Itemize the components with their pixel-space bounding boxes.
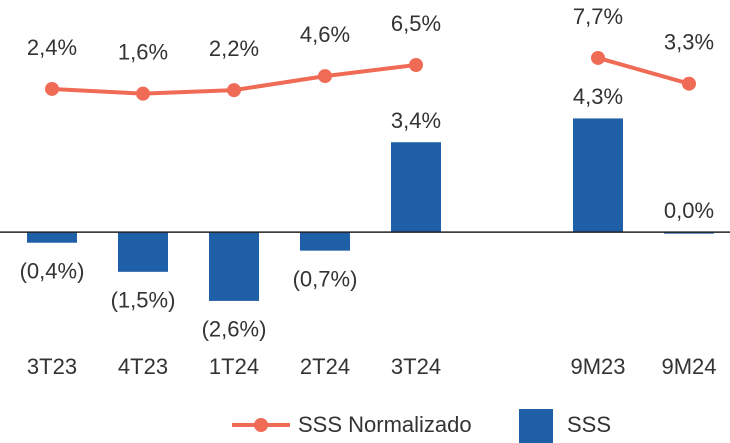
x-tick-label: 3T24 [391, 354, 441, 379]
bar-value-label: (2,6%) [202, 317, 267, 342]
line-value-label: 1,6% [118, 39, 168, 64]
bar-value-label: (0,7%) [293, 266, 358, 291]
line-point [227, 83, 241, 98]
bar [209, 232, 259, 301]
line-value-label: 2,4% [27, 35, 77, 60]
x-tick-label: 4T23 [118, 354, 168, 379]
legend-marker [254, 418, 268, 432]
line-point [45, 81, 59, 96]
legend-label: SSS [567, 412, 611, 437]
x-tick-label: 2T24 [300, 354, 350, 379]
bar-value-label: 3,4% [391, 108, 441, 133]
line-point [591, 50, 605, 65]
bar [573, 118, 623, 233]
x-tick-label: 1T24 [209, 354, 259, 379]
bar [27, 232, 77, 243]
x-tick-label: 9M23 [570, 354, 625, 379]
bar-value-label: 0,0% [664, 198, 714, 223]
bar [118, 232, 168, 272]
legend-label: SSS Normalizado [298, 412, 472, 437]
legend-marker [519, 409, 553, 443]
bar-value-label: (1,5%) [111, 288, 176, 313]
line-value-label: 4,6% [300, 22, 350, 47]
line-value-label: 7,7% [573, 4, 623, 29]
line-value-label: 6,5% [391, 11, 441, 36]
bar [300, 232, 350, 251]
line-point [409, 57, 423, 72]
line-value-label: 2,2% [209, 36, 259, 61]
x-tick-label: 3T23 [27, 354, 77, 379]
line-point [682, 76, 696, 91]
line-value-label: 3,3% [664, 30, 714, 55]
bar-value-label: 4,3% [573, 84, 623, 109]
line-point [318, 69, 332, 84]
x-tick-label: 9M24 [661, 354, 716, 379]
bar-value-label: (0,4%) [20, 259, 85, 284]
bar [391, 142, 441, 233]
line [597, 56, 690, 86]
line-point [136, 86, 150, 101]
